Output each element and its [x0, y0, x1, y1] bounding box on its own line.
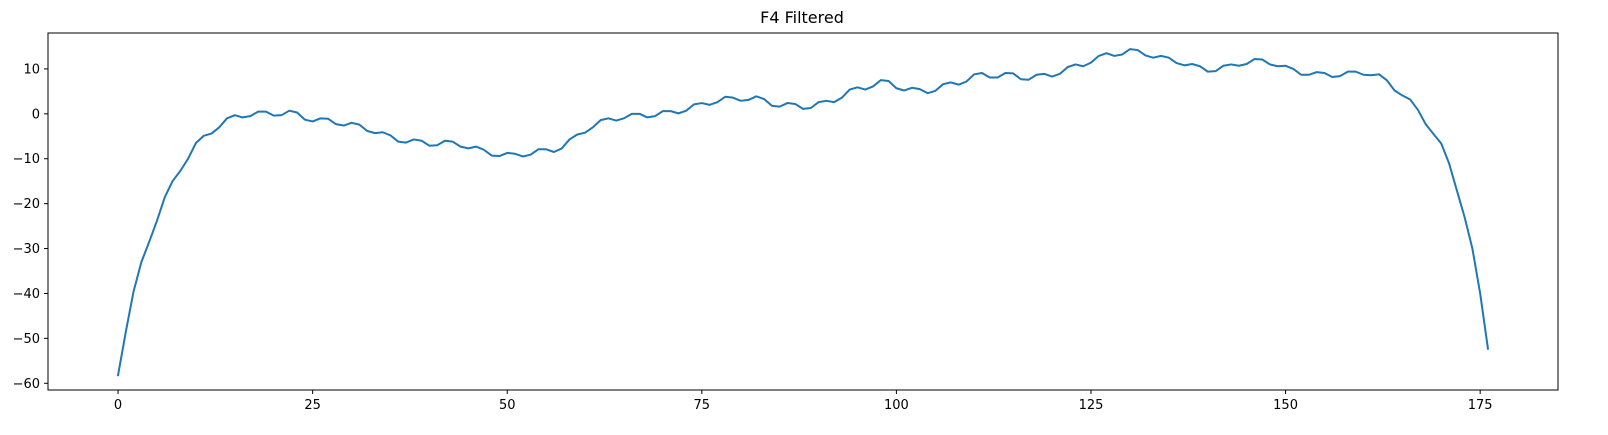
y-tick-label: −40 — [13, 287, 40, 302]
y-tick-label: 10 — [23, 62, 40, 77]
x-tick-label: 100 — [884, 398, 909, 413]
y-tick-label: −30 — [13, 242, 40, 257]
x-tick-label: 25 — [304, 398, 321, 413]
series-line — [116, 48, 1490, 377]
x-tick-label: 125 — [1079, 398, 1104, 413]
y-axis: −60 −50 −40 −30 −20 −10 0 10 — [13, 62, 48, 392]
y-tick-label: −50 — [13, 332, 40, 347]
chart-title: F4 Filtered — [760, 8, 844, 27]
x-tick-label: 75 — [694, 398, 711, 413]
y-tick-label: −20 — [13, 197, 40, 212]
y-tick-label: −10 — [13, 152, 40, 167]
x-tick-label: 150 — [1273, 398, 1298, 413]
x-tick-label: 175 — [1468, 398, 1493, 413]
y-tick-label: 0 — [32, 107, 40, 122]
y-tick-label: −60 — [13, 377, 40, 392]
x-tick-label: 0 — [114, 398, 122, 413]
series-layer — [116, 48, 1490, 377]
x-tick-label: 50 — [499, 398, 516, 413]
plot-area — [47, 32, 1559, 391]
x-axis: 0 25 50 75 100 125 150 175 — [114, 390, 1493, 413]
